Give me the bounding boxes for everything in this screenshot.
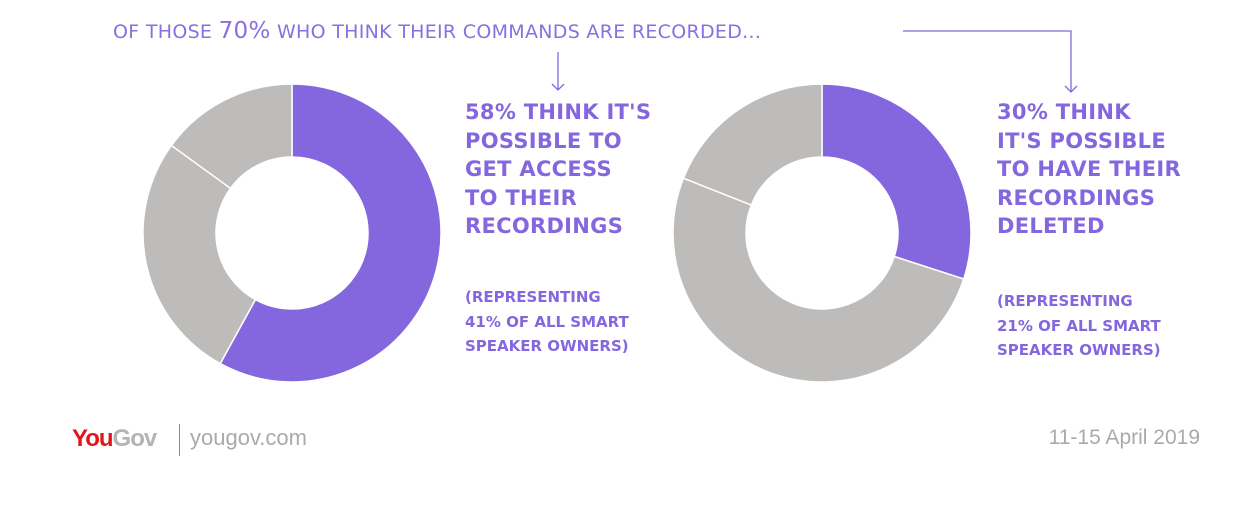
- divider: [179, 424, 180, 456]
- headline-access: 58% THINK IT'S POSSIBLE TO GET ACCESS TO TH…: [465, 98, 651, 241]
- donut-segment-0: [821, 83, 972, 280]
- note-line: 21% OF ALL SMART: [997, 316, 1161, 335]
- headline-line: 30% THINK: [997, 100, 1131, 124]
- note-access: (REPRESENTING 41% OF ALL SMART SPEAKER OWN…: [465, 285, 629, 359]
- date-range: 11-15 April 2019: [1048, 426, 1200, 449]
- headline-line: IT'S POSSIBLE: [997, 128, 1166, 153]
- connector-arrows: [551, 30, 1078, 93]
- note-line: 41% OF ALL SMART: [465, 312, 629, 331]
- headline-line: RECORDINGS: [997, 185, 1156, 210]
- note-line: (REPRESENTING: [465, 288, 601, 306]
- logo-you: You: [72, 425, 114, 452]
- note-line: (REPRESENTING: [997, 292, 1133, 310]
- logo-gov: Gov: [112, 425, 158, 452]
- note-line: SPEAKER OWNERS): [465, 337, 629, 355]
- headline-line: TO THEIR: [465, 185, 578, 210]
- donut-segment-2: [682, 83, 823, 206]
- headline-line: 58% THINK IT'S: [465, 100, 652, 124]
- donut-chart-access: [142, 83, 442, 383]
- donut-segment-1: [672, 177, 965, 383]
- chart-title: OF THOSE 70% WHO THINK THEIR COMMANDS AR…: [113, 18, 761, 44]
- title-prefix: OF THOSE: [113, 21, 219, 43]
- arrow-right-connector-line: [903, 30, 1072, 92]
- headline-line: POSSIBLE TO: [465, 128, 622, 153]
- yougov-logo[interactable]: YouGov: [72, 425, 158, 453]
- donut-segment-1: [142, 144, 257, 365]
- arrow-down-left-icon: [551, 83, 565, 91]
- note-line: SPEAKER OWNERS): [997, 341, 1161, 359]
- headline-line: RECORDINGS: [465, 214, 624, 238]
- donut-segment-0: [219, 83, 442, 383]
- donut-chart-deleted: [672, 83, 972, 383]
- title-suffix: WHO THINK THEIR COMMANDS ARE RECORDED...: [270, 21, 762, 43]
- headline-deleted: 30% THINK IT'S POSSIBLE TO HAVE THEIR RECOR…: [997, 98, 1181, 241]
- headline-line: GET ACCESS: [465, 157, 612, 181]
- donut-segment-2: [170, 83, 293, 190]
- arrow-down-right-icon: [1064, 85, 1078, 93]
- note-deleted: (REPRESENTING 21% OF ALL SMART SPEAKER OWN…: [997, 289, 1161, 363]
- headline-line: DELETED: [997, 214, 1105, 238]
- headline-line: TO HAVE THEIR: [997, 157, 1181, 181]
- title-percentage: 70%: [218, 18, 271, 44]
- site-link[interactable]: yougov.com: [190, 425, 307, 450]
